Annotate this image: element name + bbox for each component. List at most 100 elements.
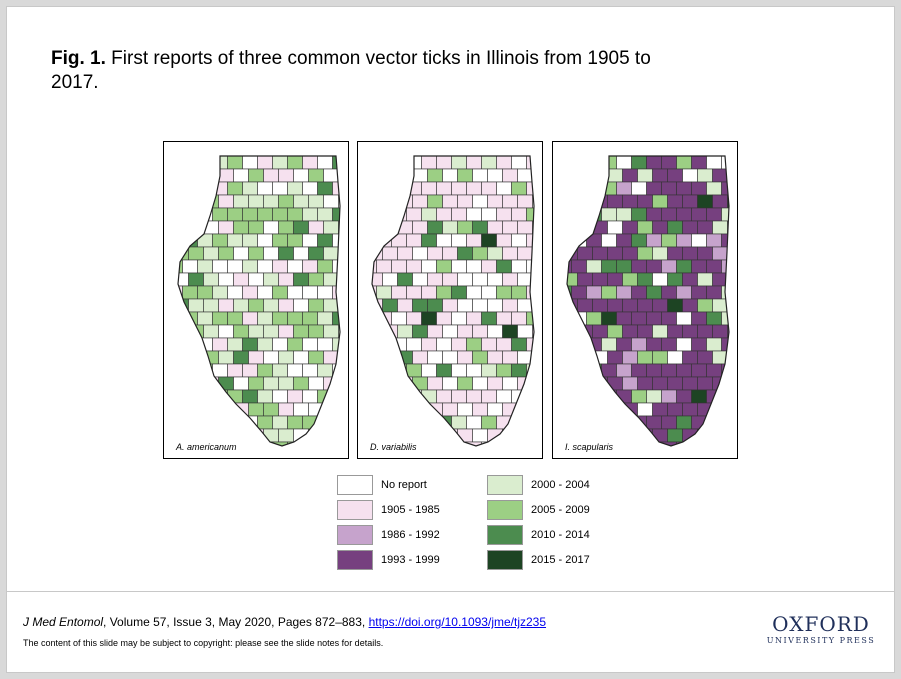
county <box>487 324 503 339</box>
county <box>721 259 729 274</box>
county <box>481 233 497 248</box>
county <box>466 311 482 326</box>
county <box>577 428 593 443</box>
county <box>272 285 288 300</box>
county <box>511 233 527 248</box>
publisher-name: OXFORD <box>772 612 870 636</box>
county <box>652 376 668 391</box>
county <box>586 363 602 378</box>
county <box>607 194 623 209</box>
county <box>706 363 722 378</box>
county <box>616 337 632 352</box>
county <box>212 285 228 300</box>
county <box>637 376 653 391</box>
county <box>457 376 473 391</box>
county <box>511 181 527 196</box>
county <box>661 311 677 326</box>
county <box>721 389 729 404</box>
county <box>676 363 692 378</box>
county <box>586 233 602 248</box>
county <box>712 402 728 417</box>
county <box>706 337 722 352</box>
county <box>278 220 294 235</box>
county <box>697 246 713 261</box>
county <box>667 350 683 365</box>
county <box>412 324 428 339</box>
county <box>182 337 198 352</box>
county <box>646 389 662 404</box>
county <box>727 324 729 339</box>
county <box>712 220 728 235</box>
county <box>233 428 249 443</box>
county <box>248 350 264 365</box>
county <box>502 376 518 391</box>
county <box>178 272 189 287</box>
county <box>526 311 534 326</box>
county <box>233 194 249 209</box>
map-label-a-americanum: A. americanum <box>176 442 237 452</box>
county <box>391 181 407 196</box>
county <box>197 259 213 274</box>
county <box>526 363 534 378</box>
county <box>397 272 413 287</box>
county <box>278 246 294 261</box>
county <box>571 285 587 300</box>
county <box>332 233 340 248</box>
county <box>691 259 707 274</box>
county <box>727 246 729 261</box>
county <box>178 389 183 404</box>
county <box>466 233 482 248</box>
county <box>697 220 713 235</box>
county <box>622 168 638 183</box>
county <box>442 376 458 391</box>
county <box>487 402 503 417</box>
county <box>372 428 383 443</box>
county <box>451 415 467 430</box>
county <box>487 246 503 261</box>
county <box>682 168 698 183</box>
county <box>287 389 303 404</box>
county <box>323 168 339 183</box>
county <box>496 311 512 326</box>
county <box>502 194 518 209</box>
county <box>248 402 264 417</box>
county <box>646 363 662 378</box>
county <box>571 259 587 274</box>
county <box>472 376 488 391</box>
county <box>372 168 383 183</box>
county <box>502 428 518 443</box>
county <box>338 220 340 235</box>
legend-swatch <box>337 525 373 545</box>
county <box>278 428 294 443</box>
county <box>592 168 608 183</box>
county <box>287 363 303 378</box>
county <box>338 168 340 183</box>
county <box>406 337 422 352</box>
county <box>661 259 677 274</box>
county <box>691 337 707 352</box>
county <box>592 350 608 365</box>
county <box>391 415 407 430</box>
doi-link[interactable]: https://doi.org/10.1093/jme/tjz235 <box>368 615 547 629</box>
county <box>293 402 309 417</box>
county <box>203 324 219 339</box>
county <box>607 350 623 365</box>
county <box>257 363 273 378</box>
county <box>652 246 668 261</box>
county <box>427 220 443 235</box>
county <box>586 311 602 326</box>
citation-details: , Volume 57, Issue 3, May 2020, Pages 87… <box>103 615 369 629</box>
county <box>567 220 578 235</box>
county <box>697 298 713 313</box>
county <box>278 168 294 183</box>
county <box>332 389 340 404</box>
county <box>332 259 340 274</box>
county <box>706 259 722 274</box>
county <box>676 156 692 170</box>
county <box>526 259 534 274</box>
county <box>412 402 428 417</box>
county <box>178 220 189 235</box>
county <box>382 402 398 417</box>
county <box>691 156 707 170</box>
map-legend: No report 1905 - 1985 1986 - 1992 1993 -… <box>337 475 627 575</box>
